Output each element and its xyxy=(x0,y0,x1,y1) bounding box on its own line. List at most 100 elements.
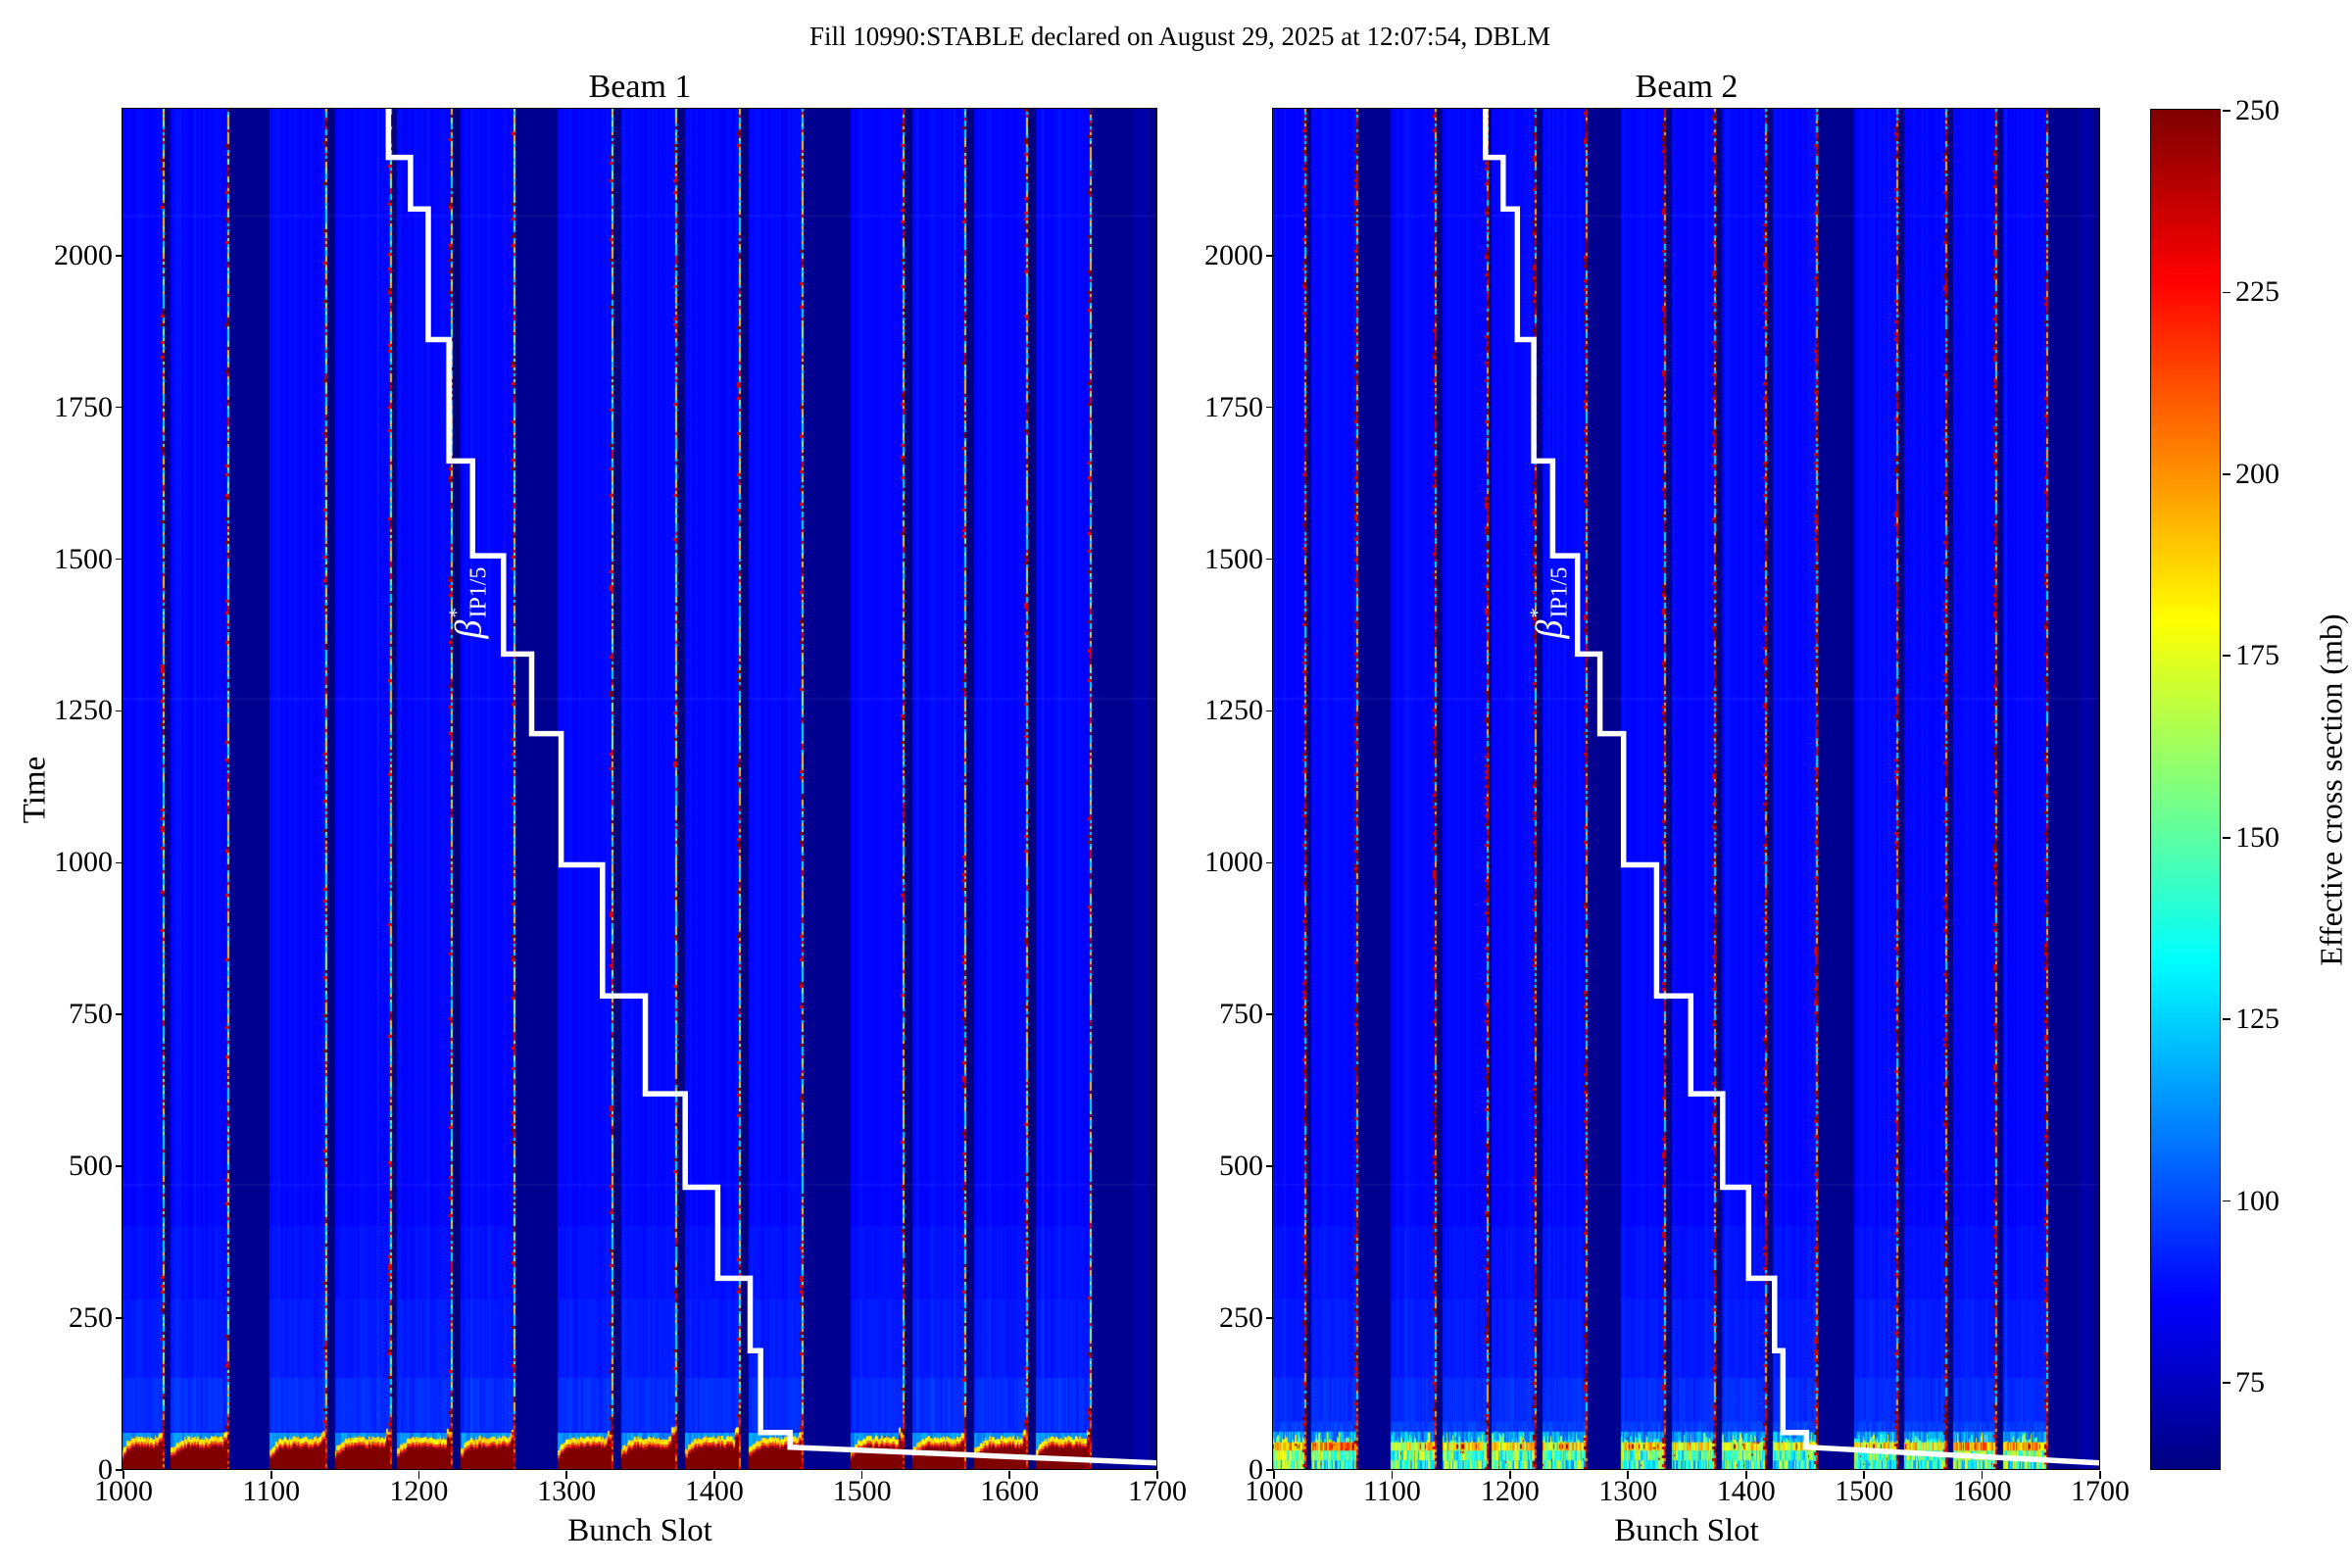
colorbar-tick-label: 125 xyxy=(2235,1003,2279,1036)
beta-star-line-beam2 xyxy=(1483,109,2099,1466)
y-tick-label: 2000 xyxy=(1204,238,1263,271)
y-tick-label: 1500 xyxy=(1204,542,1263,575)
colorbar-tick-label: 250 xyxy=(2235,94,2279,126)
colorbar-label: Effective cross section (mb) xyxy=(2313,613,2349,966)
y-tick xyxy=(116,406,123,409)
beta-star-step-curve xyxy=(1483,109,2099,1466)
beam1-xaxis-label: Bunch Slot xyxy=(567,1513,712,1548)
figure-suptitle: Fill 10990:STABLE declared on August 29,… xyxy=(808,22,1551,51)
y-tick xyxy=(1266,406,1274,409)
y-tick xyxy=(116,710,123,712)
y-tick xyxy=(1266,1317,1274,1319)
x-tick xyxy=(1008,1471,1011,1479)
x-tick xyxy=(1863,1471,1865,1479)
colorbar-tick xyxy=(2223,110,2230,112)
x-tick xyxy=(565,1471,567,1479)
beta-superscript: * xyxy=(1525,608,1549,618)
colorbar-tick-label: 200 xyxy=(2235,457,2279,490)
colorbar xyxy=(2150,109,2221,1470)
x-tick xyxy=(270,1471,272,1479)
y-tick-label: 250 xyxy=(69,1301,113,1335)
y-tick xyxy=(116,1317,123,1319)
y-tick xyxy=(1266,710,1274,712)
y-tick-label: 1750 xyxy=(54,390,113,423)
beta-subscript: IP1/5 xyxy=(466,566,492,618)
beta-symbol: β xyxy=(1529,619,1570,639)
x-tick-label: 1700 xyxy=(2071,1475,2130,1507)
x-tick-label: 1300 xyxy=(1598,1475,1658,1507)
x-tick xyxy=(417,1471,420,1479)
y-tick-label: 1750 xyxy=(1204,390,1263,423)
y-tick xyxy=(1266,1469,1274,1471)
x-tick xyxy=(860,1471,863,1479)
beam1-title: Beam 1 xyxy=(588,69,692,105)
colorbar-tick xyxy=(2223,473,2230,475)
y-tick xyxy=(1266,254,1274,257)
beta-symbol: β xyxy=(448,619,489,639)
x-tick xyxy=(2099,1471,2101,1479)
x-tick xyxy=(122,1471,124,1479)
x-tick xyxy=(1981,1471,1984,1479)
x-tick-label: 1000 xyxy=(1245,1475,1303,1507)
beam2-xaxis-label: Bunch Slot xyxy=(1614,1513,1759,1548)
y-tick xyxy=(116,861,123,864)
colorbar-tick xyxy=(2223,291,2230,294)
colorbar-tick xyxy=(2223,1018,2230,1020)
beta-star-label-beam1: β * IP1/5 xyxy=(444,566,492,639)
x-tick-label: 1300 xyxy=(537,1475,597,1507)
x-tick-label: 1200 xyxy=(389,1475,449,1507)
y-tick xyxy=(116,558,123,561)
y-tick xyxy=(116,1013,123,1016)
colorbar-tick-label: 150 xyxy=(2235,820,2279,854)
y-tick xyxy=(1266,861,1274,864)
beam2-axes: β * IP1/5 xyxy=(1272,108,2100,1470)
beta-superscript: * xyxy=(444,608,468,618)
beta-star-label-beam2: β * IP1/5 xyxy=(1525,566,1573,639)
colorbar-tick xyxy=(2223,836,2230,839)
y-tick xyxy=(116,1469,123,1471)
y-tick-label: 1250 xyxy=(54,694,113,727)
y-tick-label: 750 xyxy=(1219,998,1263,1031)
x-tick xyxy=(713,1471,715,1479)
x-tick-label: 1600 xyxy=(980,1475,1040,1507)
beta-subscript: IP1/5 xyxy=(1546,566,1573,618)
x-tick-label: 1200 xyxy=(1480,1475,1540,1507)
x-tick-label: 1000 xyxy=(94,1475,153,1507)
beam1-axes: β * IP1/5 xyxy=(122,108,1157,1470)
x-tick xyxy=(1273,1471,1275,1479)
x-tick-label: 1100 xyxy=(242,1475,301,1507)
y-tick xyxy=(1266,1013,1274,1016)
x-tick xyxy=(1744,1471,1747,1479)
colorbar-tick-label: 175 xyxy=(2235,639,2279,672)
y-tick-label: 1000 xyxy=(54,846,113,879)
colorbar-tick-label: 100 xyxy=(2235,1184,2279,1217)
x-tick-label: 1500 xyxy=(1835,1475,1894,1507)
beta-star-line-beam1 xyxy=(385,109,1156,1466)
beam1-heatmap-canvas xyxy=(122,109,1156,1469)
y-tick-label: 0 xyxy=(1249,1453,1263,1486)
y-tick-label: 0 xyxy=(98,1453,113,1486)
x-tick-label: 1700 xyxy=(1128,1475,1187,1507)
colorbar-tick xyxy=(2223,655,2230,658)
y-tick xyxy=(116,1165,123,1167)
y-tick-label: 250 xyxy=(1219,1301,1263,1335)
colorbar-tick xyxy=(2223,1382,2230,1384)
x-tick xyxy=(1509,1471,1511,1479)
colorbar-canvas xyxy=(2151,110,2220,1469)
x-tick-label: 1500 xyxy=(832,1475,892,1507)
colorbar-tick-label: 225 xyxy=(2235,275,2279,309)
y-tick xyxy=(116,254,123,257)
beam2-heatmap-canvas xyxy=(1273,109,2099,1469)
y-tick-label: 1500 xyxy=(54,542,113,575)
y-tick-label: 1000 xyxy=(1204,846,1263,879)
beam2-title: Beam 2 xyxy=(1635,69,1739,105)
x-tick xyxy=(1391,1471,1394,1479)
beta-star-step-curve xyxy=(385,109,1156,1466)
colorbar-tick xyxy=(2223,1200,2230,1202)
x-tick-label: 1400 xyxy=(684,1475,744,1507)
x-tick-label: 1100 xyxy=(1362,1475,1421,1507)
y-tick xyxy=(1266,1165,1274,1167)
x-tick-label: 1400 xyxy=(1716,1475,1776,1507)
yaxis-label: Time xyxy=(17,756,53,824)
y-tick-label: 750 xyxy=(69,998,113,1031)
